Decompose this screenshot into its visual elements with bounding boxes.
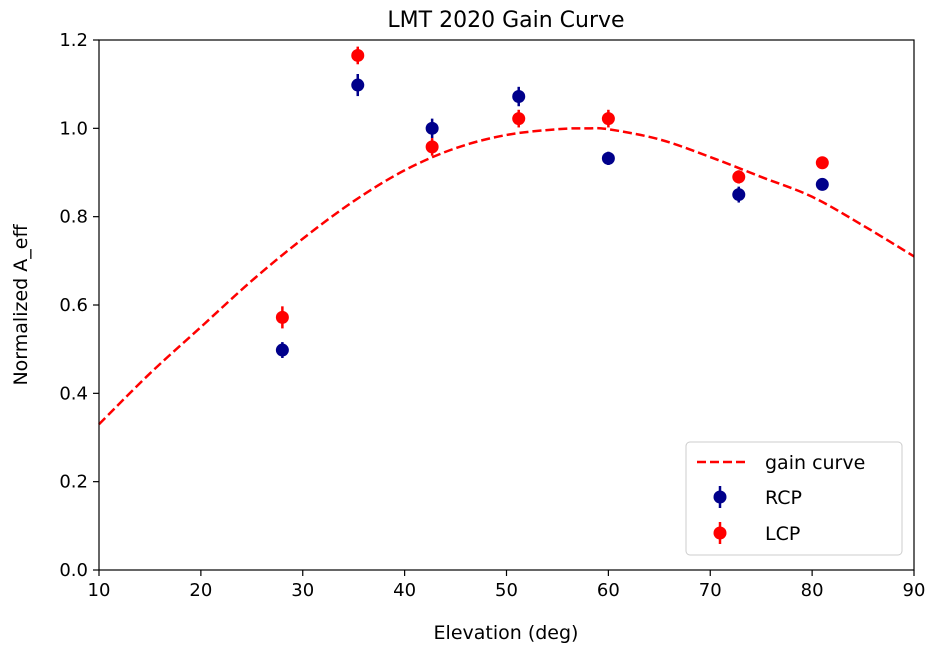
lcp-point [425, 140, 439, 154]
rcp-point [732, 188, 746, 202]
y-tick-label: 0.4 [59, 383, 88, 404]
x-tick-label: 40 [393, 580, 416, 601]
y-tick-label: 0.2 [59, 472, 88, 493]
data-points-layer [275, 46, 829, 358]
x-axis-ticks: 10 20 30 40 50 60 70 80 90 [88, 570, 926, 601]
gain-curve-line [98, 126, 915, 426]
x-axis-label: Elevation (deg) [434, 622, 579, 644]
x-tick-label: 10 [88, 580, 111, 601]
rcp-point [815, 177, 829, 191]
x-tick-label: 80 [801, 580, 824, 601]
lcp-point [601, 112, 615, 126]
rcp-point [275, 343, 289, 357]
y-axis-label: Normalized A_eff [10, 224, 32, 386]
lcp-point [512, 112, 526, 126]
y-tick-label: 0.8 [59, 207, 88, 228]
lcp-point [351, 48, 365, 62]
legend-rcp-marker [713, 490, 727, 504]
legend-gain-curve-label: gain curve [765, 452, 865, 474]
legend-frame [685, 441, 903, 556]
x-tick-label: 30 [291, 580, 314, 601]
legend-lcp-marker [713, 526, 727, 540]
x-tick-label: 20 [189, 580, 212, 601]
y-tick-label: 1.2 [59, 30, 88, 51]
y-tick-label: 0.6 [59, 295, 88, 316]
rcp-point [425, 121, 439, 135]
y-tick-label: 1.0 [59, 118, 88, 139]
rcp-point [351, 78, 365, 92]
x-tick-label: 70 [699, 580, 722, 601]
rcp-point [601, 151, 615, 165]
legend-rcp-label: RCP [765, 487, 802, 509]
x-tick-label: 90 [903, 580, 926, 601]
lcp-point [275, 310, 289, 324]
y-tick-label: 0.0 [59, 560, 88, 581]
rcp-point [512, 90, 526, 104]
gain-curve-layer [98, 126, 915, 426]
chart-title: LMT 2020 Gain Curve [387, 8, 624, 33]
legend: gain curve RCP LCP [685, 441, 903, 556]
legend-lcp-label: LCP [765, 523, 800, 545]
lcp-point [732, 170, 746, 184]
x-tick-label: 60 [597, 580, 620, 601]
x-tick-label: 50 [495, 580, 518, 601]
lcp-point [815, 156, 829, 170]
y-axis-ticks: 0.0 0.2 0.4 0.6 0.8 1.0 1.2 [59, 30, 99, 581]
